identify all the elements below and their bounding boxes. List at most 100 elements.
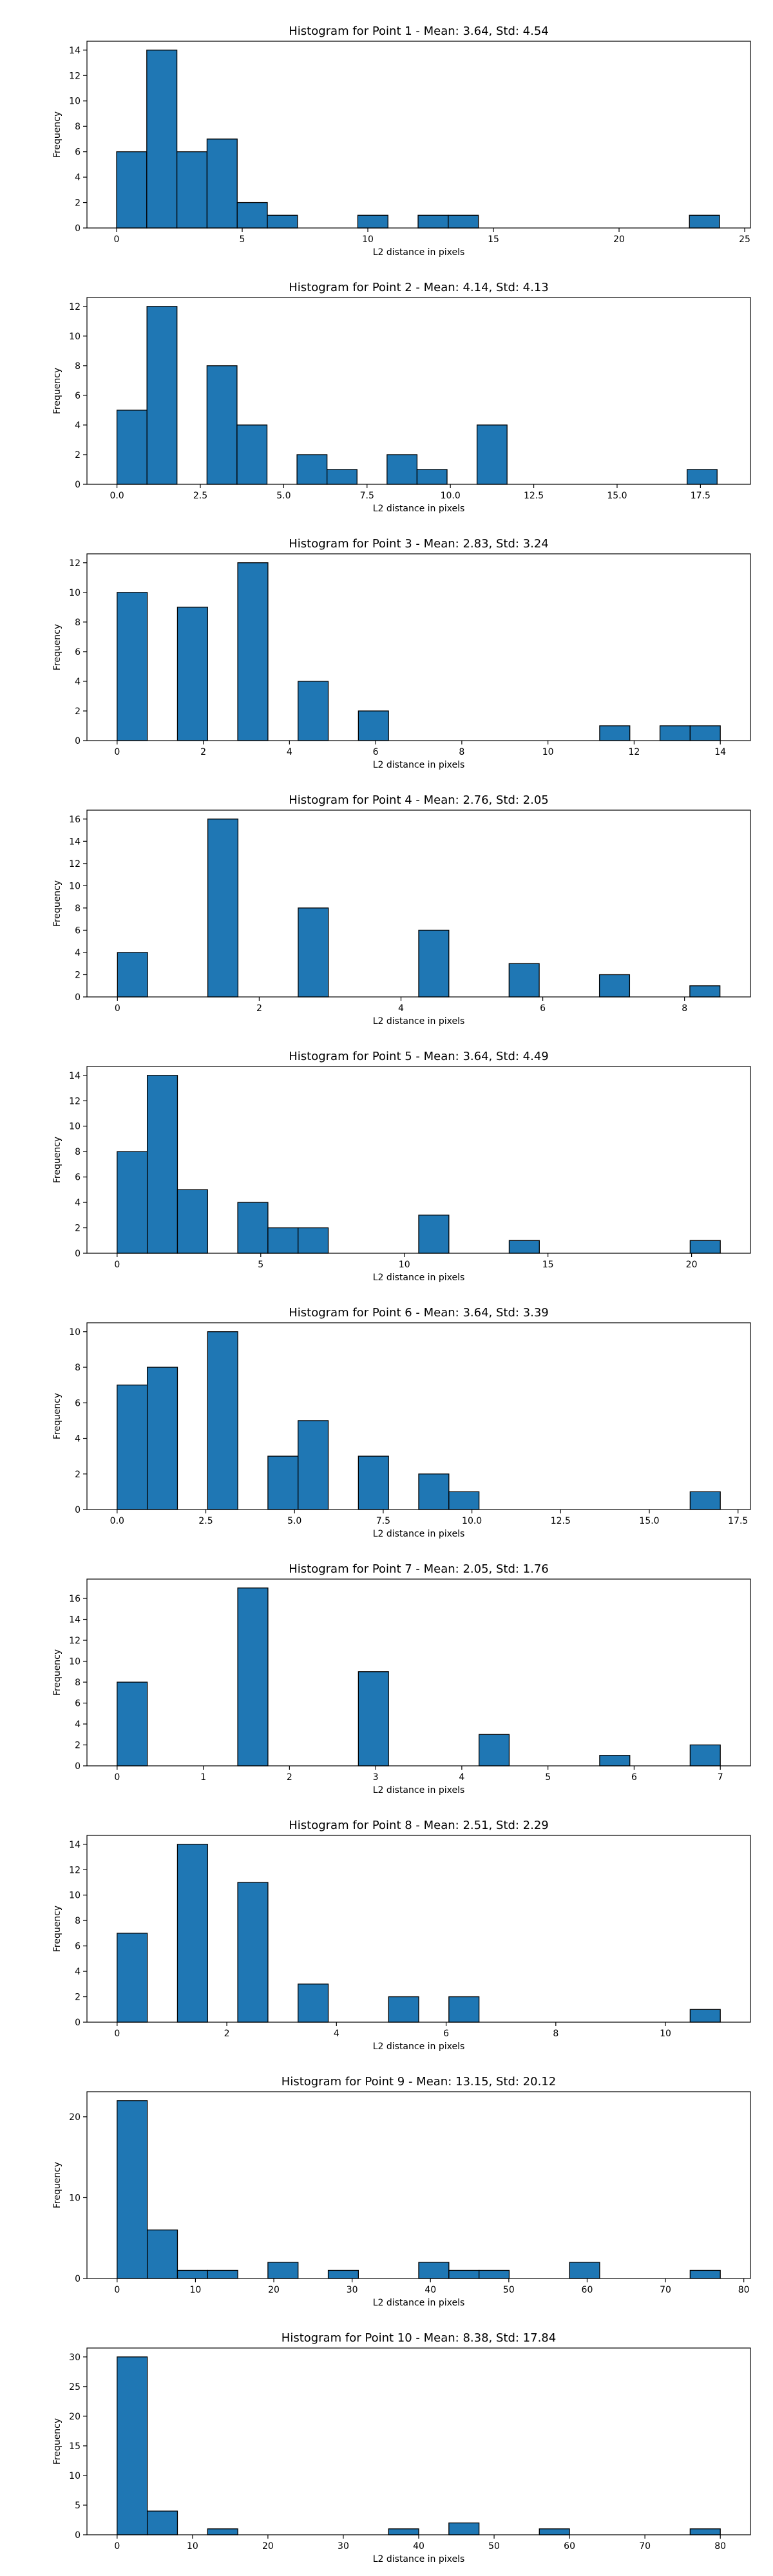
x-axis-label: L2 distance in pixels xyxy=(373,2041,465,2052)
x-tick-label: 5 xyxy=(545,1772,551,1783)
histogram-bar xyxy=(388,2528,419,2535)
y-tick-label: 12 xyxy=(69,558,81,569)
x-tick-label: 4 xyxy=(334,2029,339,2039)
histogram-bar xyxy=(298,681,329,741)
y-tick-label: 12 xyxy=(69,302,81,312)
histogram-panel-3: Histogram for Point 3 - Mean: 2.83, Std:… xyxy=(52,537,751,770)
x-tick-label: 6 xyxy=(373,747,379,757)
histogram-bar xyxy=(539,2528,570,2535)
chart-title: Histogram for Point 8 - Mean: 2.51, Std:… xyxy=(289,1819,549,1832)
y-tick-label: 8 xyxy=(75,361,81,372)
x-tick-label: 80 xyxy=(738,2285,750,2295)
plot-frame xyxy=(86,2347,751,2535)
histogram-bar xyxy=(146,2230,178,2279)
histogram-bar xyxy=(237,1202,269,1254)
y-tick-label: 12 xyxy=(69,71,81,81)
histogram-bar xyxy=(476,424,508,485)
histogram-bar xyxy=(237,1587,269,1766)
histogram-panel-4: Histogram for Point 4 - Mean: 2.76, Std:… xyxy=(52,793,751,1027)
y-tick-label: 4 xyxy=(75,1967,81,1977)
chart-title: Histogram for Point 4 - Mean: 2.76, Std:… xyxy=(289,793,549,807)
histogram-bar xyxy=(418,1215,450,1254)
histogram-bar xyxy=(267,1227,299,1254)
x-tick-label: 10 xyxy=(362,234,374,245)
histogram-panel-10: Histogram for Point 10 - Mean: 8.38, Std… xyxy=(52,2331,751,2564)
y-tick-label: 8 xyxy=(75,1147,81,1157)
x-tick-label: 8 xyxy=(459,747,464,757)
histogram-bar xyxy=(177,607,208,741)
y-tick-label: 14 xyxy=(69,837,81,847)
histogram-bar xyxy=(689,1744,721,1766)
y-tick-label: 10 xyxy=(69,1327,81,1338)
histogram-bar xyxy=(448,2269,480,2279)
histogram-bar xyxy=(117,1385,148,1510)
y-tick-label: 4 xyxy=(75,1719,81,1730)
histogram-bar xyxy=(508,1240,540,1254)
histogram-bar xyxy=(357,214,388,229)
histogram-bar xyxy=(146,306,178,485)
y-tick-label: 2 xyxy=(75,706,81,717)
histogram-bar xyxy=(296,454,328,485)
y-tick-label: 0 xyxy=(75,1505,81,1515)
histogram-bar xyxy=(418,929,450,998)
chart-title: Histogram for Point 9 - Mean: 13.15, Std… xyxy=(282,2075,556,2088)
histogram-bar xyxy=(508,963,540,998)
histogram-bar xyxy=(298,1984,329,2023)
x-tick-label: 5 xyxy=(258,1260,263,1270)
histogram-bar xyxy=(687,469,718,485)
plot-frame xyxy=(86,1322,751,1510)
histogram-bar xyxy=(448,214,479,229)
x-tick-label: 0.0 xyxy=(110,491,124,501)
x-tick-label: 5 xyxy=(240,234,245,245)
histogram-bar xyxy=(689,214,720,229)
y-tick-label: 12 xyxy=(69,859,81,869)
y-tick-label: 10 xyxy=(69,881,81,891)
histogram-bar xyxy=(689,1240,721,1254)
y-axis-label: Frequency xyxy=(52,2418,62,2465)
histogram-bar xyxy=(298,1420,329,1510)
x-tick-label: 0 xyxy=(114,2029,120,2039)
x-tick-label: 40 xyxy=(413,2541,425,2552)
x-tick-label: 0 xyxy=(114,1772,120,1783)
y-tick-label: 8 xyxy=(75,1678,81,1688)
y-tick-label: 4 xyxy=(75,173,81,183)
x-tick-label: 2.5 xyxy=(193,491,207,501)
x-tick-label: 4 xyxy=(287,747,292,757)
y-tick-label: 0 xyxy=(75,1761,81,1772)
histogram-bar xyxy=(117,2100,148,2279)
x-tick-label: 6 xyxy=(443,2029,449,2039)
x-tick-label: 15.0 xyxy=(639,1516,659,1526)
histogram-bar xyxy=(388,1996,419,2023)
y-tick-label: 6 xyxy=(75,391,81,401)
x-tick-label: 50 xyxy=(488,2541,500,2552)
y-tick-label: 6 xyxy=(75,925,81,936)
x-tick-label: 10 xyxy=(399,1260,410,1270)
y-tick-label: 10 xyxy=(69,332,81,342)
histogram-bar xyxy=(116,151,148,229)
x-tick-label: 4 xyxy=(459,1772,464,1783)
x-tick-label: 70 xyxy=(639,2541,651,2552)
x-tick-label: 0 xyxy=(114,2285,120,2295)
y-tick-label: 0 xyxy=(75,1249,81,1259)
y-tick-label: 2 xyxy=(75,1224,81,1234)
histogram-bar xyxy=(237,562,269,741)
x-tick-label: 7.5 xyxy=(360,491,374,501)
y-tick-label: 16 xyxy=(69,1594,81,1604)
x-tick-label: 8 xyxy=(682,1003,687,1014)
histogram-bar xyxy=(146,2510,178,2535)
histogram-bar xyxy=(117,1933,148,2023)
x-axis-label: L2 distance in pixels xyxy=(373,1785,465,1795)
histogram-bar xyxy=(448,2522,480,2535)
x-tick-label: 3 xyxy=(373,1772,379,1783)
histogram-bar xyxy=(386,454,418,485)
x-tick-label: 2 xyxy=(200,747,206,757)
y-tick-label: 8 xyxy=(75,1916,81,1926)
x-axis-label: L2 distance in pixels xyxy=(373,2554,465,2564)
y-axis-label: Frequency xyxy=(52,1649,62,1696)
histogram-bar xyxy=(207,2269,238,2279)
x-tick-label: 12 xyxy=(629,747,640,757)
histogram-bar xyxy=(177,1844,208,2023)
x-tick-label: 4 xyxy=(398,1003,404,1014)
y-axis-label: Frequency xyxy=(52,1137,62,1183)
